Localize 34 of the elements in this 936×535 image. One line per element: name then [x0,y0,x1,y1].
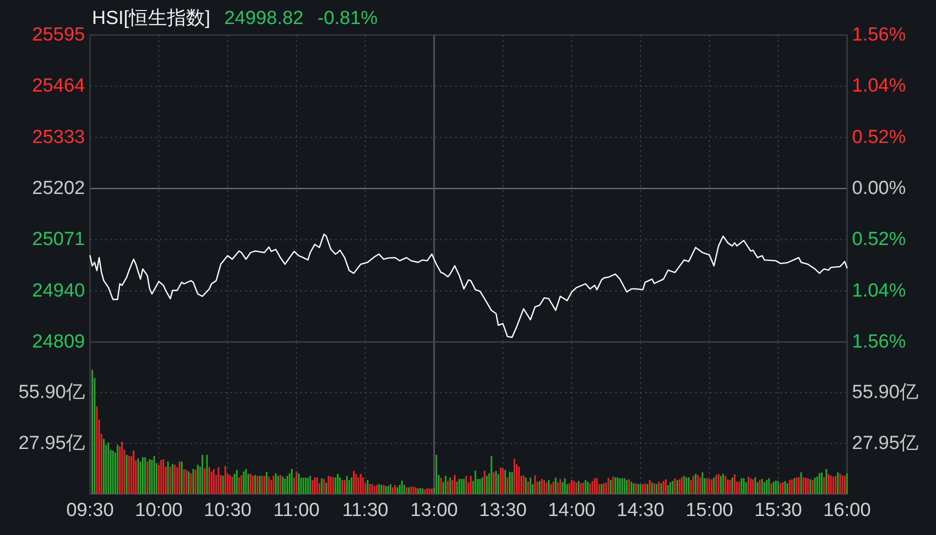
y2-tick-label: 0.52% [852,126,906,148]
y-tick-label: 25333 [32,126,85,148]
y-tick-label: 24940 [32,280,85,302]
y2-tick-label: 27.95亿 [852,432,919,454]
y2-tick-label: 0.52% [852,229,906,250]
x-tick-label: 16:00 [823,500,871,521]
y-tick-label: 25071 [32,229,85,250]
y2-tick-label: 1.04% [852,280,906,302]
x-tick-label: 14:00 [548,500,596,521]
y-tick-label: 55.90亿 [18,382,85,404]
x-tick-label: 09:30 [66,500,114,521]
line-series [89,234,848,338]
x-tick-label: 13:30 [479,500,527,521]
x-tick-label: 15:30 [754,500,802,521]
x-tick-label: 10:00 [135,500,183,521]
x-tick-label: 10:30 [204,500,252,521]
y2-tick-label: 0.00% [852,178,906,199]
x-tick-label: 14:30 [616,500,664,521]
y-tick-label: 24809 [32,332,85,352]
chart-title: HSI[恒生指数] [92,8,210,29]
y-tick-label: 27.95亿 [18,432,85,454]
y2-tick-label: 55.90亿 [852,382,919,404]
text: 24998.82 [224,8,304,29]
y2-tick-label: 1.04% [852,76,906,97]
x-tick-label: 15:00 [686,500,734,521]
y-tick-label: 25595 [32,24,85,46]
x-tick-label: 11:30 [342,500,388,521]
text: -0.81% [317,8,378,29]
y2-tick-label: 1.56% [852,332,906,352]
x-tick-label: 13:00 [410,500,458,521]
x-tick-label: 11:00 [273,500,320,521]
y2-tick-label: 1.56% [852,24,906,46]
y-tick-label: 25202 [32,178,85,199]
y-tick-label: 25464 [32,76,86,97]
